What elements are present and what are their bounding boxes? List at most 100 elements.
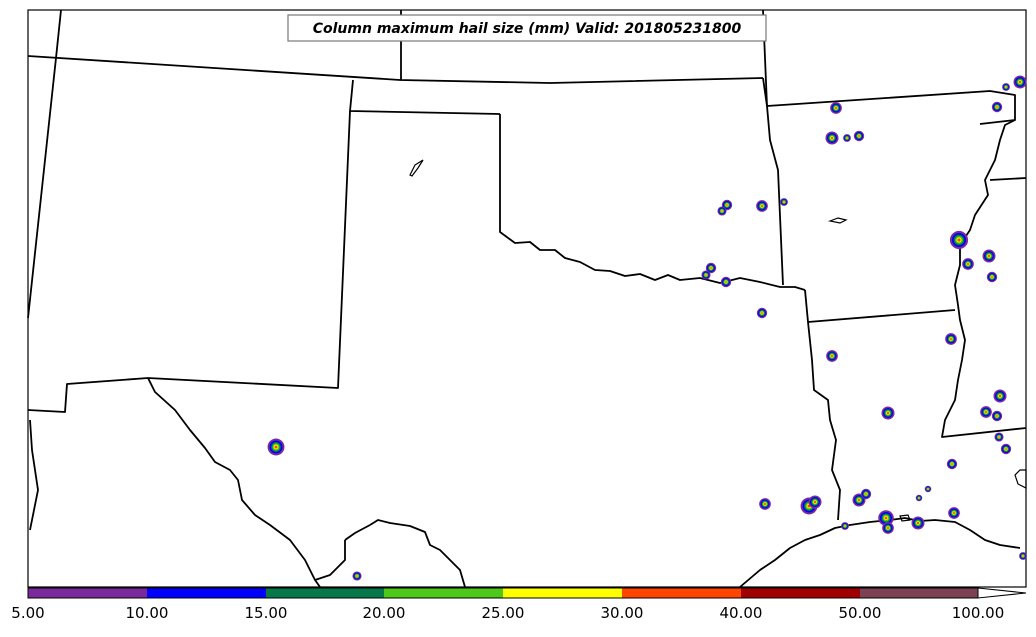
- boundary-tn-ms: [989, 177, 1027, 181]
- hail-cell: [982, 249, 996, 263]
- hail-cell-layer: [886, 411, 890, 415]
- title-box: Column maximum hail size (mm) Valid: 201…: [287, 14, 767, 42]
- hail-cell-layer: [1018, 80, 1022, 84]
- hail-cell-layer: [951, 463, 953, 465]
- hail-cell-layer: [830, 136, 834, 140]
- boundary-nm-tx: [147, 110, 351, 389]
- hail-cell-layer: [813, 500, 817, 504]
- colorbar-frame: [27, 587, 979, 599]
- coast-tx-south: [369, 519, 466, 588]
- hail-cell-layer: [857, 498, 861, 502]
- colorbar-tick-label: 5.00: [11, 604, 44, 622]
- hail-cell: [830, 102, 842, 114]
- hail-cell-layer: [761, 312, 763, 314]
- hail-cell: [267, 438, 285, 456]
- hail-cell: [853, 130, 865, 142]
- hail-cell: [945, 333, 957, 345]
- hail-cell-layer: [985, 411, 987, 413]
- hail-cell: [915, 494, 923, 502]
- hail-cell: [756, 200, 768, 212]
- hail-cell-layer: [274, 445, 278, 449]
- colorbar-segment: [266, 588, 384, 598]
- hail-cell: [717, 206, 727, 216]
- hail-cell: [705, 262, 717, 274]
- boundary-mexico-south: [314, 540, 346, 581]
- boundary-red-river: [499, 114, 806, 291]
- hail-cell-layer: [356, 575, 358, 577]
- hail-cell-layer: [858, 135, 860, 137]
- hail-cell-layer: [996, 415, 998, 417]
- hail-cell-layer: [726, 204, 728, 206]
- colorbar-segment: [147, 588, 266, 598]
- hail-cell: [949, 230, 969, 250]
- hail-cell: [948, 507, 960, 519]
- hail-cell: [991, 410, 1003, 422]
- hail-cell: [352, 571, 362, 581]
- hail-cell: [780, 198, 788, 206]
- hail-cell-layer: [725, 281, 727, 283]
- hail-cell: [980, 406, 992, 418]
- colorbar-segment: [622, 588, 741, 598]
- hail-cell-layer: [927, 488, 929, 490]
- hail-cell-layer: [1022, 555, 1024, 557]
- lakes: [409, 159, 1027, 522]
- colorbar-segment: [503, 588, 622, 598]
- colorbar-tick-label: 30.00: [601, 604, 644, 622]
- colorbar-segments: [28, 588, 978, 598]
- colorbar-tick-label: 20.00: [363, 604, 406, 622]
- hail-cell: [986, 271, 998, 283]
- hail-cell-layer: [918, 497, 920, 499]
- colorbar-tick-label: 15.00: [245, 604, 288, 622]
- lake-4: [899, 514, 911, 522]
- hail-cell: [843, 134, 851, 142]
- hail-cell: [756, 307, 768, 319]
- lake-3: [1014, 469, 1027, 489]
- hail-cell: [1013, 75, 1027, 89]
- hail-cell: [993, 389, 1007, 403]
- hail-cell-layer: [1005, 448, 1007, 450]
- hail-cell-layer: [950, 338, 952, 340]
- colorbar-tick-label: 40.00: [720, 604, 763, 622]
- colorbar: 5.00 10.00 15.00 20.00 25.00 30.00 40.00…: [11, 587, 1027, 622]
- mississippi-river: [941, 119, 1027, 438]
- colorbar-tick-label: 25.00: [482, 604, 525, 622]
- hail-cell-layer: [721, 210, 723, 212]
- hail-cell: [759, 498, 771, 510]
- hail-cell: [808, 495, 822, 509]
- hail-cell: [911, 516, 925, 530]
- hail-cell: [994, 432, 1004, 442]
- colorbar-segment: [28, 588, 147, 598]
- colorbar-segment: [384, 588, 503, 598]
- lake-1: [409, 159, 424, 177]
- colorbar-segment: [741, 588, 860, 598]
- boundary-ks-mo-north: [762, 9, 1016, 125]
- map-title: Column maximum hail size (mm) Valid: 201…: [313, 21, 742, 37]
- hail-cell-layer: [957, 238, 961, 242]
- map-frame: [27, 9, 1027, 588]
- hail-cell-layer: [764, 503, 766, 505]
- hail-cell: [826, 350, 838, 362]
- hail-cell: [1019, 552, 1027, 560]
- colorbar-tick-label: 10.00: [126, 604, 169, 622]
- colorbar-tick-label: 50.00: [839, 604, 882, 622]
- hail-cell: [720, 276, 732, 288]
- hail-cell: [946, 458, 958, 470]
- state-boundaries: [27, 9, 1027, 588]
- hail-cell-layer: [705, 274, 707, 276]
- hail-cell: [882, 522, 894, 534]
- hail-cell: [825, 131, 839, 145]
- hail-cell-layer: [998, 436, 1000, 438]
- title-frame: [287, 14, 767, 42]
- hail-cell-layer: [865, 493, 867, 495]
- boundary-mexico-coast: [29, 419, 39, 531]
- colorbar-extend-arrow: [977, 587, 1027, 599]
- hail-cell: [852, 493, 866, 507]
- rio-grande: [147, 377, 321, 588]
- hail-cell-layer: [761, 205, 763, 207]
- hail-cell: [881, 406, 895, 420]
- hail-cell: [860, 488, 872, 500]
- boundary-ok-ar: [762, 77, 784, 286]
- colorbar-segment: [860, 588, 978, 598]
